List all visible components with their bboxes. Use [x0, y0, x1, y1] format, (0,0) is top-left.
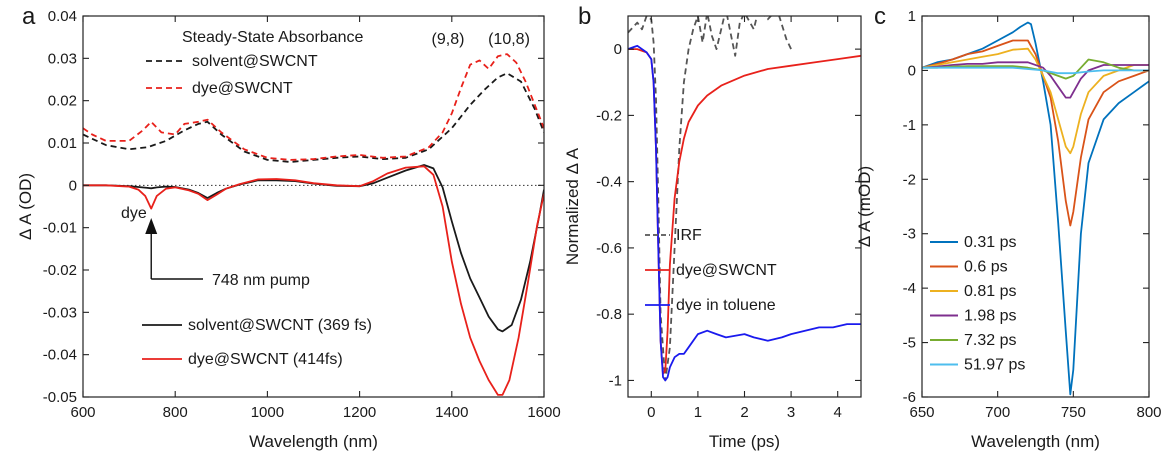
series-line-c-0 [922, 21, 1149, 396]
x-tick-label: 750 [1061, 404, 1086, 421]
panel-letter: c [874, 3, 886, 30]
x-tick-label: 700 [985, 404, 1010, 421]
series-line-a-2 [83, 164, 544, 333]
panel-c: 650 700 750 800 -6 -5 -4 -3 -2 -1 0 1 Wavelength (nm… [855, 3, 1162, 451]
x-tick-label: 800 [1136, 404, 1161, 421]
y-axis-title: Δ A (mOD) [855, 166, 874, 247]
x-tick-label: 1600 [527, 404, 560, 421]
x-tick-label: 0 [647, 404, 655, 421]
annotation-dye: dye [121, 205, 147, 222]
x-tick-label: 2 [740, 404, 748, 421]
series-line-c-2 [922, 47, 1149, 155]
x-tick-label: 3 [787, 404, 795, 421]
plot-frame [82, 15, 545, 398]
y-tick-label: 0 [614, 41, 622, 58]
y-tick-label: -0.01 [43, 220, 77, 237]
y-tick-label: 0.03 [48, 50, 77, 67]
legend-label: 0.6 ps [964, 259, 1008, 276]
y-tick-label: -5 [903, 335, 916, 352]
legend-label: dye@SWCNT (414fs) [188, 351, 343, 368]
x-axis-title: Wavelength (nm) [249, 432, 378, 451]
y-axis-title: Δ A (OD) [16, 173, 35, 240]
legend-label: dye@SWCNT [676, 262, 777, 279]
x-tick-label: 1400 [435, 404, 468, 421]
y-tick-label: 0 [908, 62, 916, 79]
series-line-a-3 [83, 165, 544, 396]
panel-a: 600 800 1000 1200 1400 1600 -0.05 -0.04 -0.03 -0.… [16, 3, 561, 451]
legend-title: Steady-State Absorbance [182, 29, 364, 46]
y-tick-label: -3 [903, 226, 916, 243]
panel-letter: a [22, 3, 36, 30]
y-tick-label: 0.04 [48, 8, 77, 25]
y-tick-label: -0.04 [43, 347, 77, 364]
plot-frame [921, 15, 1150, 398]
legend-label: solvent@SWCNT [192, 53, 318, 70]
x-axis-title: Wavelength (nm) [971, 432, 1100, 451]
x-tick-label: 4 [834, 404, 842, 421]
x-tick-label: 1200 [343, 404, 376, 421]
series-line-a-0 [83, 72, 544, 163]
y-tick-label: -0.6 [596, 240, 622, 257]
series-line-a-1 [83, 53, 544, 161]
y-tick-label: 0.01 [48, 135, 77, 152]
series-group [628, 16, 861, 382]
legend-label: 0.81 ps [964, 283, 1016, 300]
series-line-b-2 [628, 44, 861, 382]
x-axis-title: Time (ps) [709, 432, 780, 451]
x-tick-label: 600 [70, 404, 95, 421]
series-line-c-1 [922, 39, 1149, 227]
y-axis-title: Normalized Δ A [563, 147, 582, 265]
x-tick-label: 1 [694, 404, 702, 421]
y-tick-label: -0.03 [43, 304, 77, 321]
y-tick-label: 0 [69, 177, 77, 194]
series-line-c-3 [922, 61, 1149, 99]
y-tick-label: -1 [609, 372, 622, 389]
y-tick-label: 1 [908, 8, 916, 25]
pump-arrow-head [145, 218, 158, 234]
legend-label: solvent@SWCNT (369 fs) [188, 317, 372, 334]
y-tick-label: -0.8 [596, 306, 622, 323]
x-tick-label: 1000 [251, 404, 284, 421]
legend-label: 0.31 ps [964, 234, 1016, 251]
panel-b: 0 1 2 3 4 -1 -0.8 -0.6 -0.4 -0.2 0 Time (ps) Normali… [563, 3, 862, 451]
annotation-peak-98: (9,8) [432, 31, 465, 48]
y-tick-label: -2 [903, 171, 916, 188]
annotation-peak-108: (10,8) [488, 31, 530, 48]
series-line-b-0 [628, 16, 792, 382]
series-group [83, 53, 544, 396]
y-tick-label: -0.2 [596, 107, 622, 124]
y-tick-label: -0.4 [596, 174, 622, 191]
annotation-pump: 748 nm pump [212, 272, 310, 289]
panel-letter: b [578, 3, 591, 30]
legend-label: 1.98 ps [964, 308, 1016, 325]
legend-label: IRF [676, 227, 702, 244]
legend-label: 7.32 ps [964, 332, 1016, 349]
legend-label: 51.97 ps [964, 357, 1025, 374]
series-group [922, 21, 1149, 396]
y-tick-label: -4 [903, 280, 916, 297]
y-tick-label: -0.05 [43, 389, 77, 406]
y-tick-label: -0.02 [43, 262, 77, 279]
legend-label: dye@SWCNT [192, 80, 293, 97]
y-tick-label: -6 [903, 389, 916, 406]
series-line-b-1 [628, 48, 861, 375]
y-tick-label: 0.02 [48, 93, 77, 110]
series-line-c-4 [922, 58, 1149, 80]
series-line-c-5 [922, 66, 1149, 75]
y-tick-label: -1 [903, 117, 916, 134]
legend-label: dye in toluene [676, 297, 776, 314]
x-tick-label: 650 [909, 404, 934, 421]
x-tick-label: 800 [163, 404, 188, 421]
